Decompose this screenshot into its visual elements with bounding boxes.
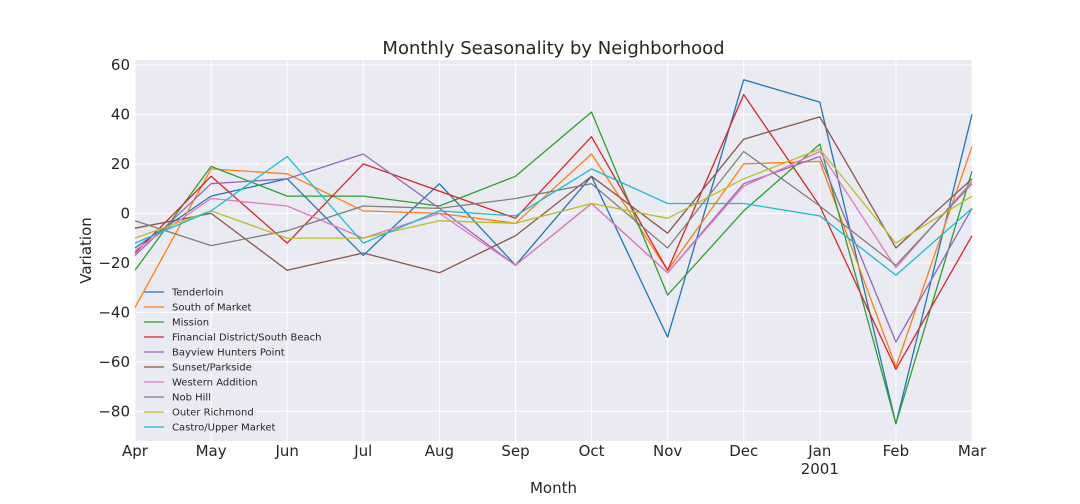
x-axis-title: Month [530, 479, 577, 497]
y-tick-label: 40 [111, 105, 130, 123]
x-tick-label: Oct [579, 442, 605, 460]
series-lines [134, 79, 973, 425]
y-tick-label: −80 [98, 402, 130, 420]
series-line-mission [134, 111, 973, 425]
y-tick-label: −40 [98, 303, 130, 321]
legend-label: Mission [172, 318, 209, 329]
y-tick-label: 60 [111, 56, 130, 74]
x-tick-label: Dec [729, 442, 758, 460]
legend-label: Outer Richmond [172, 408, 254, 419]
legend-label: Bayview Hunters Point [172, 348, 285, 359]
x-tick-label: Jul [353, 442, 372, 460]
legend-label: Western Addition [172, 378, 257, 389]
y-tick-label: −20 [98, 254, 130, 272]
series-line-financial-district-south-beach [134, 93, 973, 370]
x-tick-label: Mar [958, 442, 987, 460]
legend-label: Castro/Upper Market [172, 423, 276, 434]
x-tick-label: May [196, 442, 227, 460]
legend-label: Sunset/Parkside [172, 363, 252, 374]
x-tick-label: Jan [807, 442, 831, 460]
y-tick-label: 0 [120, 204, 130, 222]
series-line-south-of-market [134, 146, 973, 368]
x-tick-label: Jun [274, 442, 298, 460]
plot-background [135, 60, 972, 441]
x-tick-label: Apr [122, 442, 149, 460]
x-tick-label: Sep [501, 442, 529, 460]
y-tick-labels: 60 40 20 0 −20 −40 −60 −80 [98, 56, 130, 420]
x-tick-label: Feb [883, 442, 910, 460]
series-line-sunset-parkside [134, 116, 973, 274]
x-tick-label: Nov [653, 442, 682, 460]
series-line-western-addition [134, 150, 973, 274]
series-line-tenderloin [134, 79, 973, 425]
legend-label: South of Market [172, 303, 252, 314]
series-line-castro-upper-market [134, 155, 973, 276]
x-tick-year-label: 2001 [801, 460, 839, 478]
y-tick-label: 20 [111, 155, 130, 173]
legend-label: Nob Hill [172, 393, 211, 404]
chart-title: Monthly Seasonality by Neighborhood [382, 38, 724, 59]
y-axis-title: Variation [77, 217, 95, 284]
gridlines [134, 60, 973, 441]
series-line-outer-richmond [134, 148, 973, 244]
legend: Tenderloin South of Market Mission Financia… [144, 288, 321, 434]
legend-label: Financial District/South Beach [172, 333, 321, 344]
legend-label: Tenderloin [171, 288, 224, 299]
x-tick-label: Aug [425, 442, 454, 460]
y-tick-label: −60 [98, 353, 130, 371]
